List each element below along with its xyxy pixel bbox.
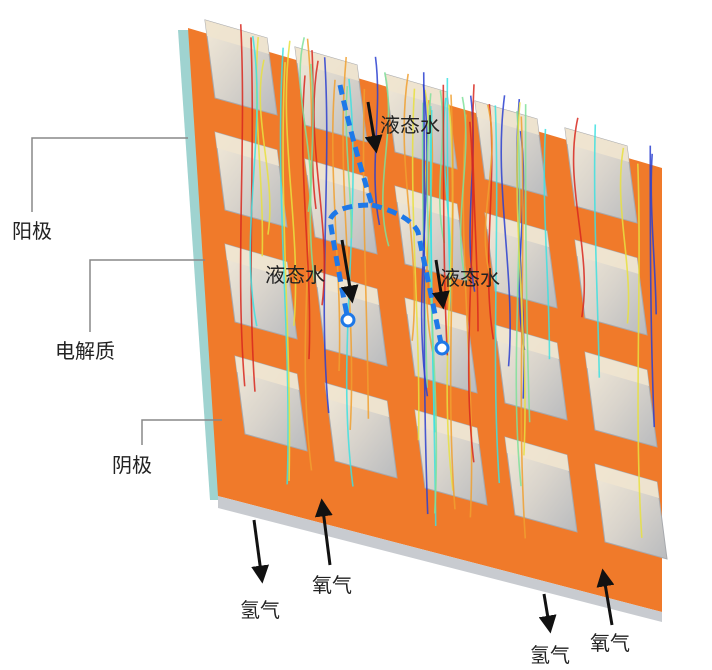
flow-block-top	[235, 356, 299, 390]
streamline	[516, 102, 526, 456]
streamline	[520, 116, 527, 539]
streamline	[411, 88, 420, 441]
flow-block-top	[385, 74, 449, 108]
streamline	[282, 62, 291, 482]
flow-block-top	[575, 240, 639, 274]
flow-block-top	[565, 128, 629, 162]
streamline	[500, 95, 511, 367]
water-end	[434, 340, 450, 356]
streamline	[449, 94, 456, 510]
streamline	[403, 73, 416, 341]
streamline	[649, 145, 656, 428]
streamline	[462, 114, 473, 518]
streamline	[309, 63, 316, 284]
water-label: 液态水	[440, 266, 500, 290]
streamline	[426, 93, 438, 514]
arrows	[251, 101, 615, 634]
streamline	[572, 117, 586, 318]
streamline	[313, 60, 326, 306]
hydrogen-label: 氢气	[530, 643, 570, 667]
water-label: 液态水	[265, 263, 325, 287]
streamline	[438, 90, 446, 244]
streamline	[255, 37, 264, 257]
flow-block-top	[215, 132, 279, 166]
anode-label: 阳极	[12, 219, 52, 243]
cathode-label: 阴极	[112, 453, 152, 477]
streamline	[422, 89, 430, 264]
streamline	[637, 163, 643, 538]
oxygen-label: 氧气	[312, 573, 352, 597]
flow-block-top	[325, 383, 389, 417]
flow-block-top	[475, 101, 539, 135]
oxygen-label: 氧气	[590, 631, 630, 655]
streamline	[494, 105, 501, 484]
water-label: 液态水	[380, 113, 440, 137]
plate-bottom	[218, 496, 662, 622]
flow-block-top	[595, 464, 659, 498]
streamline	[442, 84, 449, 356]
water-path	[327, 84, 445, 349]
streamline	[422, 72, 429, 515]
streamline	[650, 153, 657, 315]
streamline	[484, 104, 493, 282]
water-end	[340, 312, 356, 328]
leader-lines	[31, 137, 222, 445]
flow-block-top	[295, 47, 359, 81]
streamline	[323, 57, 330, 414]
streamline	[467, 121, 475, 463]
streamline	[472, 84, 479, 332]
electrolyte-label: 电解质	[55, 339, 115, 363]
hydrogen-label: 氢气	[240, 598, 280, 622]
flow-block-top	[205, 20, 269, 54]
streamline	[382, 72, 390, 247]
streamline	[285, 40, 297, 326]
streamline	[524, 104, 531, 423]
streamline	[362, 88, 370, 419]
flow-block-top	[485, 213, 549, 247]
streamline	[543, 128, 551, 360]
streamline	[249, 36, 258, 327]
streamline	[331, 79, 341, 372]
streamline	[259, 59, 271, 235]
streamline	[239, 24, 246, 387]
flow-block-top	[585, 352, 649, 386]
streamline	[459, 96, 468, 284]
streamline	[619, 147, 630, 324]
streamline	[279, 47, 289, 485]
streamline	[593, 124, 601, 378]
flow-block-top	[415, 410, 479, 444]
streamline	[515, 110, 522, 487]
